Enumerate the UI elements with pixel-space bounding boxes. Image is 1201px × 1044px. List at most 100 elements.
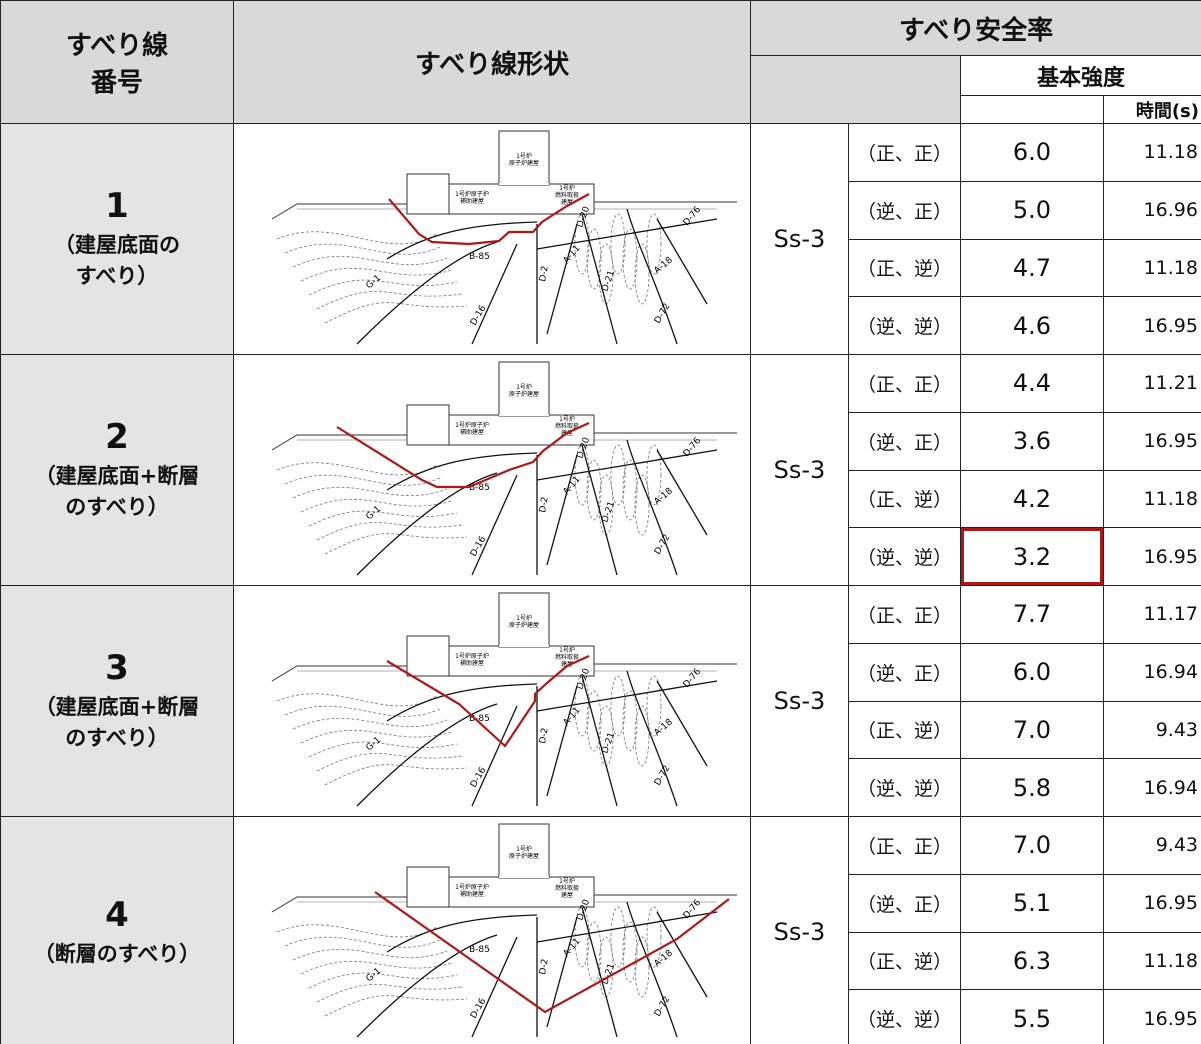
direction-cell: （正、逆） <box>848 469 961 529</box>
building <box>448 183 595 215</box>
building-label: 1号炉 <box>559 184 575 192</box>
slip-line <box>336 421 590 489</box>
fault-line <box>581 675 618 807</box>
direction-cell: （逆、逆） <box>848 989 961 1044</box>
factor-cell: 4.2 <box>960 469 1104 529</box>
building-label: 1号炉原子炉 <box>455 652 489 660</box>
geology-curve <box>634 705 650 767</box>
building-label: 建屋 <box>561 660 573 668</box>
factor-cell: 5.5 <box>960 989 1104 1044</box>
time-cell: 16.95 <box>1103 296 1201 355</box>
fault-line <box>536 680 718 712</box>
geology-curve <box>300 730 453 744</box>
building-label: 補助建屋 <box>460 428 484 436</box>
geology-curve <box>610 675 626 737</box>
fault-line <box>626 208 678 345</box>
fault-label: A-11 <box>562 244 583 266</box>
row-number: 2 <box>105 417 129 457</box>
factor-cell: 4.6 <box>960 296 1104 355</box>
table-row: （逆、正） 5.1 16.95 <box>1 873 1201 933</box>
slip-line <box>374 891 730 1014</box>
section-diagram: 1号炉原子炉建屋1号炉原子炉補助建屋1号炉燃料取扱建屋B-85G-1D-16D-… <box>271 592 737 807</box>
shape-cell: 1号炉 原子炉建屋 1号炉原子炉 補助建屋 1号炉 燃料取扱 建屋 B-85 G-1 D-16 D-… <box>233 585 751 817</box>
geology-curve <box>610 444 626 506</box>
factor-cell: 3.2 <box>960 527 1104 586</box>
slip-line <box>388 193 590 246</box>
building <box>448 645 595 677</box>
factor-cell: 5.0 <box>960 180 1104 240</box>
geology-curve <box>276 693 438 707</box>
row-description: （建屋底面+断層 <box>34 464 200 488</box>
time-cell: 11.18 <box>1103 123 1201 182</box>
direction-cell: （逆、逆） <box>848 758 961 817</box>
fault-line <box>626 901 678 1038</box>
geology-curve <box>622 228 638 290</box>
fault-label: B-85 <box>469 714 490 724</box>
building-label: 1号炉 <box>516 845 532 853</box>
factor-cell: 7.7 <box>960 585 1104 644</box>
fault-label: D-2 <box>538 727 551 744</box>
geology-curve <box>308 972 458 989</box>
fault-line <box>546 916 578 1028</box>
fault-line <box>356 934 498 1038</box>
table-row: （正、逆） 4.7 11.18 <box>1 238 1201 298</box>
geology-curve <box>308 279 458 296</box>
row-description: のすべり） <box>65 726 169 750</box>
building <box>498 361 550 417</box>
geology-curve <box>586 690 602 752</box>
geology-curve <box>316 984 463 1003</box>
fault-label: B-85 <box>469 945 490 955</box>
building-label: 建屋 <box>561 198 573 206</box>
geology-curve <box>308 510 458 527</box>
direction-cell: （正、逆） <box>848 238 961 298</box>
fault-label: G-1 <box>365 504 384 522</box>
building-label: 1号炉 <box>516 152 532 160</box>
time-cell: 11.21 <box>1103 354 1201 413</box>
building-label: 燃料取扱 <box>555 191 579 199</box>
geology-curve <box>284 936 443 948</box>
geology-curve <box>634 936 650 998</box>
geology-curve <box>586 228 602 290</box>
fault-label: D-76 <box>682 667 704 690</box>
fault-label: D-21 <box>600 731 617 755</box>
section-diagram: 1号炉原子炉建屋1号炉原子炉補助建屋1号炉燃料取扱建屋B-85G-1D-16D-… <box>271 361 737 576</box>
time-cell: 11.18 <box>1103 469 1201 529</box>
building-label: 燃料取扱 <box>555 884 579 892</box>
time-cell: 16.95 <box>1103 411 1201 471</box>
table-row: 3 （建屋底面+断層 のすべり） 1号炉 原子炉建屋 1号炉原子炉 補助建屋 1号炉 燃料取扱建… <box>0 585 1201 817</box>
fault-line <box>626 439 678 576</box>
time-cell: 11.18 <box>1103 238 1201 298</box>
geology-curve <box>324 764 468 786</box>
fault-label: D-16 <box>469 766 489 790</box>
geology-curve <box>292 486 448 499</box>
geology-curve <box>586 921 602 983</box>
row-description: すべり） <box>75 264 159 288</box>
building <box>498 592 550 648</box>
table-row: （正、逆） 4.2 11.18 <box>1 469 1201 529</box>
factor-cell: 7.0 <box>960 816 1104 875</box>
geology-curve <box>276 231 438 245</box>
direction-cell: （正、正） <box>848 354 961 413</box>
table-row: 4 （断層のすべり） 1号炉 原子炉建屋 1号炉原子炉 補助建屋 1号炉 燃料取扱 建屋 B-85… <box>0 816 1201 1044</box>
fault-label: D-2 <box>538 496 551 513</box>
table-body: 1 （建屋底面の すべり） 1号炉 原子炉建屋 1号炉原子炉 補助建屋 1号炉 燃料取扱 建屋 B-… <box>0 123 1201 1044</box>
fault-label: D-76 <box>682 436 704 459</box>
geology-curve <box>308 741 458 758</box>
section-diagram: 1号炉原子炉建屋1号炉原子炉補助建屋1号炉燃料取扱建屋B-85G-1D-16D-… <box>271 823 737 1038</box>
building-label: 燃料取扱 <box>555 653 579 661</box>
geology-curve <box>622 459 638 521</box>
geology-curve <box>646 675 662 737</box>
table-row: （逆、逆） 5.8 16.94 <box>1 758 1201 817</box>
table-row: 2 （建屋底面+断層 のすべり） 1号炉 原子炉建屋 1号炉原子炉 補助建屋 1号炉 燃料取扱建… <box>0 354 1201 586</box>
fault-label: G-1 <box>365 966 384 984</box>
direction-cell: （逆、正） <box>848 873 961 933</box>
building <box>498 823 550 879</box>
direction-cell: （逆、正） <box>848 411 961 471</box>
direction-cell: （正、正） <box>848 585 961 644</box>
direction-cell: （正、逆） <box>848 931 961 991</box>
header-time: 時間(s) <box>1103 95 1201 124</box>
header-number: すべり線 番号 <box>0 0 234 124</box>
factor-cell: 6.0 <box>960 642 1104 702</box>
table-row: （正、逆） 7.0 9.43 <box>1 700 1201 760</box>
